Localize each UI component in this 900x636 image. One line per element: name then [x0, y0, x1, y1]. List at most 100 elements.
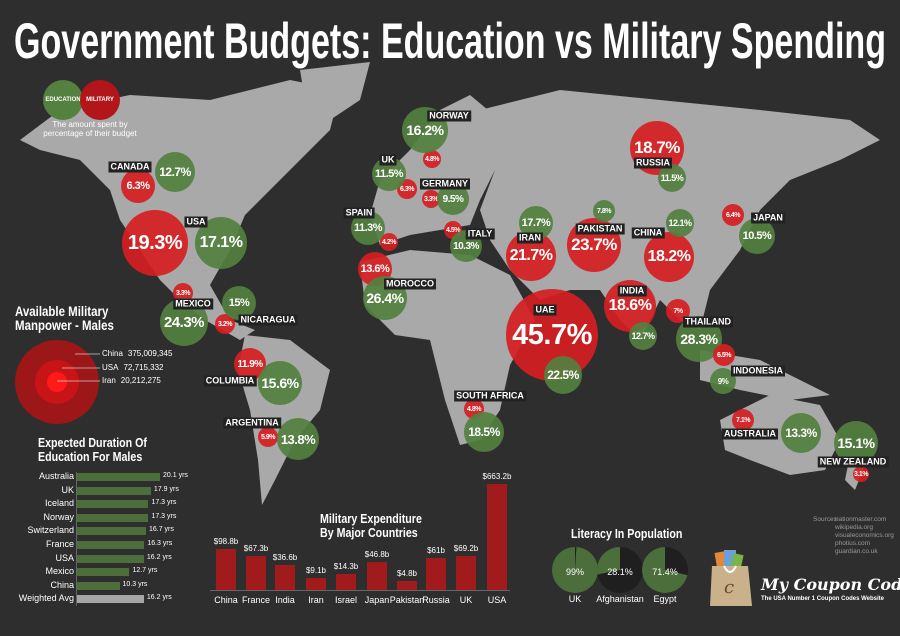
- spain-military-bubble: 4.2%: [380, 233, 398, 251]
- australia-military-bubble: 7.1%: [732, 409, 754, 431]
- thailand-label: THAILAND: [683, 316, 733, 328]
- military-bar: [456, 555, 476, 590]
- manpower-value: 20,212,275: [120, 376, 161, 385]
- education-row-value: 17.3 yrs: [151, 499, 177, 507]
- argentina-education-bubble: 13.8%: [277, 418, 319, 460]
- military-bar-category: Russia: [422, 595, 450, 605]
- education-bar: [77, 486, 151, 495]
- source-item[interactable]: visualeconomics.org: [835, 532, 894, 539]
- manpower-leaders: [57, 353, 100, 382]
- education-row: Norway 17.3 yrs: [0, 512, 210, 523]
- education-row: Mexico 12.7 yrs: [0, 566, 210, 577]
- military-bar-value: $14.3b: [333, 562, 359, 572]
- education-row-label: Iceland: [44, 498, 74, 509]
- military-bar-category: Israel: [334, 595, 357, 605]
- source-item[interactable]: guardian.co.uk: [835, 548, 878, 555]
- pie-slice-literate: [597, 547, 620, 575]
- canada-military-bubble: 6.3%: [121, 169, 155, 203]
- canada-label: CANADA: [108, 161, 152, 173]
- argentina-label: ARGENTINA: [223, 417, 281, 429]
- military-bar-category: India: [275, 595, 295, 605]
- manpower-title-2: Manpower - Males: [15, 317, 114, 333]
- brand-tagline: The USA Number 1 Coupon Codes Website: [761, 596, 885, 602]
- military-chart-title: Military Expenditure By Major Countries: [320, 512, 422, 540]
- legend-desc-2: percentage of their budget: [43, 129, 137, 138]
- military-title-1: Military Expenditure: [320, 511, 422, 526]
- education-row: Australia 20.1 yrs: [0, 471, 210, 482]
- pie-category: UK: [568, 594, 582, 604]
- nicaragua-label: NICARAGUA: [238, 314, 298, 326]
- education-row: China 10.3 yrs: [0, 579, 210, 591]
- page-title: Government Budgets: Education vs Militar…: [14, 13, 886, 69]
- manpower-item: Iran 20,212,275: [102, 376, 161, 385]
- military-bar-value: $67.3b: [243, 544, 269, 554]
- source-item[interactable]: photius.com: [835, 540, 871, 547]
- iran-label: IRAN: [517, 232, 543, 244]
- pie-slice-literate: [642, 547, 688, 593]
- uae-label: UAE: [533, 304, 557, 316]
- manpower-title: Available Military Manpower - Males: [15, 304, 114, 332]
- australia-label: AUSTRALIA: [722, 428, 778, 440]
- uae-education-bubble: 22.5%: [544, 356, 582, 394]
- education-bar: [77, 500, 149, 509]
- education-row-label: Australia: [38, 471, 74, 481]
- australia-education-bubble: 13.3%: [781, 413, 821, 453]
- usa-military-bubble: 19.3%: [122, 210, 188, 276]
- military-bar-category: France: [241, 595, 270, 605]
- military-bar: [246, 556, 266, 590]
- china-military-bubble: 18.2%: [644, 232, 694, 282]
- education-row-label: USA: [55, 552, 74, 563]
- education-row-value: 12.7 yrs: [132, 567, 158, 575]
- education-row-value: 16.2 yrs: [146, 594, 172, 602]
- brand-name[interactable]: My Coupon Codes: [761, 575, 900, 594]
- military-bar-category: UK: [459, 595, 473, 605]
- education-bar: [77, 473, 160, 481]
- pakistan-education-bubble: 7.8%: [593, 200, 615, 222]
- usa-label: USA: [184, 216, 208, 228]
- education-chart-title: Expected Duration Of Education For Males: [38, 436, 147, 464]
- india-label: INDIA: [617, 285, 647, 297]
- military-bar-value: $98.8b: [213, 537, 239, 547]
- china-label: CHINA: [631, 227, 665, 239]
- south-africa-education-bubble: 18.5%: [464, 412, 504, 452]
- source-item[interactable]: wikipedia.org: [835, 524, 873, 531]
- military-bar: [367, 561, 387, 590]
- military-bar-value: $69.2b: [453, 543, 479, 553]
- japan-label: JAPAN: [751, 212, 785, 224]
- new-zealand-label: NEW ZEALAND: [817, 456, 889, 468]
- legend-education: EDUCATION: [43, 80, 83, 120]
- manpower-value: 72,715,332: [123, 363, 164, 372]
- military-bar: [216, 549, 236, 590]
- education-row-value: 16.2 yrs: [146, 553, 172, 561]
- japan-military-bubble: 6.4%: [722, 204, 744, 226]
- russia-education-bubble: 11.5%: [658, 164, 686, 192]
- education-row-label: China: [50, 579, 74, 590]
- education-title-2: Education For Males: [38, 449, 143, 464]
- education-row: Iceland 17.3 yrs: [0, 498, 210, 509]
- indonesia-label: INDONESIA: [730, 365, 786, 377]
- norway-label: NORWAY: [427, 110, 471, 122]
- military-bar: [275, 565, 295, 590]
- source-item[interactable]: nationmaster.com: [835, 516, 887, 523]
- education-row-label: France: [45, 539, 74, 549]
- spain-label: SPAIN: [343, 207, 375, 219]
- military-bar-value: $61b: [427, 545, 445, 555]
- military-bar: [487, 484, 507, 590]
- education-row: Weighted Avg 16.2 yrs: [0, 593, 210, 604]
- manpower-value: 375,009,345: [127, 349, 173, 358]
- education-bar: [77, 595, 144, 604]
- legend-military: MILITARY: [80, 80, 120, 120]
- military-bar-category: Iran: [308, 595, 324, 605]
- education-row-value: 17.9 yrs: [153, 485, 179, 493]
- sources: Sources: nationmaster.com wikipedia.org vi…: [813, 516, 894, 556]
- education-row-label: UK: [61, 484, 74, 495]
- military-bar: [306, 577, 326, 590]
- military-title-2: By Major Countries: [320, 525, 418, 540]
- education-row-label: Weighted Avg: [18, 593, 74, 604]
- legend-description: The amount spent by percentage of their …: [30, 120, 150, 138]
- pie-value: 28.1%: [607, 567, 633, 577]
- education-axis: [76, 472, 77, 606]
- education-row: France 16.3 yrs: [0, 539, 210, 550]
- germany-label: GERMANY: [419, 178, 471, 190]
- pie-value: 99%: [565, 567, 584, 577]
